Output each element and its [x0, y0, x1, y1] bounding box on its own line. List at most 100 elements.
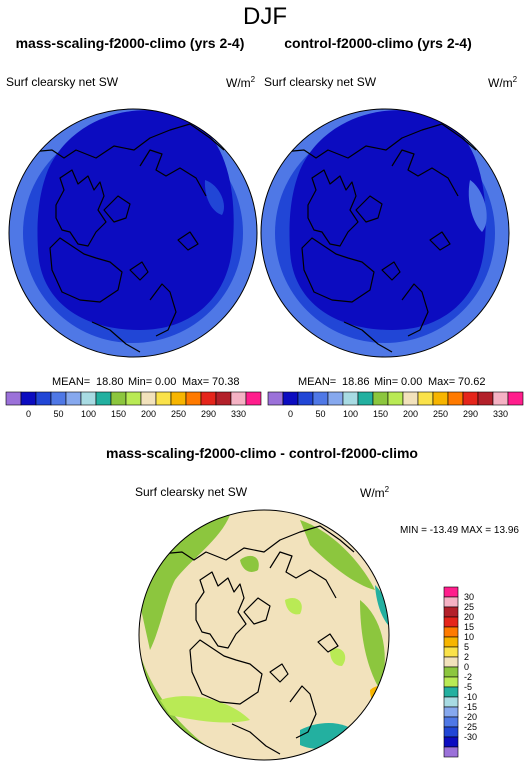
colorbar-swatch: [387, 391, 404, 406]
polar-map: [260, 108, 510, 358]
colorbar-tick-label: -25: [464, 722, 477, 732]
units-superscript: 2: [385, 485, 390, 494]
stats-mean-label: MEAN=: [52, 376, 90, 388]
colorbar-tick-label: -2: [464, 672, 472, 682]
colorbar-swatch: [443, 716, 459, 728]
stats-max-label: Max=: [428, 376, 455, 388]
field-patch: [204, 180, 225, 215]
colorbar-tick-label: -30: [464, 732, 477, 742]
colorbar-tick-label: 2: [464, 652, 469, 662]
minmax-label: MIN = -13.49 MAX = 13.96: [400, 525, 519, 536]
stats-min-value: 0.00: [155, 376, 176, 388]
colorbar-swatch: [443, 586, 459, 598]
colorbar-tick-label: 200: [403, 409, 418, 419]
colorbar-swatch: [443, 706, 459, 718]
panel-title: mass-scaling-f2000-climo (yrs 2-4): [16, 35, 245, 51]
field-patch: [240, 555, 259, 572]
colorbar-tick-label: 250: [171, 409, 186, 419]
colorbar-tick-label: 100: [81, 409, 96, 419]
colorbar-swatch: [215, 391, 232, 406]
colorbar-tick-label: 330: [493, 409, 508, 419]
coastlines: [281, 123, 477, 353]
field-patch: [360, 600, 385, 690]
stats-max-value: 70.38: [212, 376, 240, 388]
field-patch: [285, 597, 302, 615]
colorbar-swatch: [443, 656, 459, 668]
colorbar-swatch: [245, 391, 262, 406]
colorbar-swatch: [267, 391, 284, 406]
stats-mean-value: 18.80: [96, 376, 124, 388]
colorbar-swatch: [170, 391, 187, 406]
colorbar-swatch: [140, 391, 157, 406]
polar-map: [8, 108, 258, 358]
polar-map: [138, 509, 390, 761]
colorbar-swatch: [443, 726, 459, 738]
panel-title: control-f2000-climo (yrs 2-4): [284, 35, 472, 51]
colorbar-swatch: [462, 391, 479, 406]
field-patch: [375, 585, 389, 625]
units-label: W/m2: [226, 75, 256, 90]
colorbar-swatch: [50, 391, 67, 406]
colorbar-tick-label: 150: [373, 409, 388, 419]
units-superscript: 2: [513, 75, 518, 84]
colorbar-swatch: [95, 391, 112, 406]
colorbar-tick-label: 25: [464, 602, 474, 612]
colorbar-tick-label: -20: [464, 712, 477, 722]
variable-label: Surf clearsky net SW: [6, 75, 119, 89]
stats-max-label: Max=: [182, 376, 209, 388]
panel-title: mass-scaling-f2000-climo - control-f2000…: [106, 445, 418, 461]
colorbar-swatch: [443, 646, 459, 658]
colorbar-swatch: [443, 616, 459, 628]
colorbar-swatch: [443, 606, 459, 618]
colorbar-swatch: [5, 391, 22, 406]
colorbar-swatch: [432, 391, 449, 406]
colorbar-tick-label: 0: [288, 409, 293, 419]
colorbar-swatch: [342, 391, 359, 406]
map-outline: [260, 108, 510, 358]
colorbar-tick-label: 0: [26, 409, 31, 419]
colorbar-swatch: [80, 391, 97, 406]
colorbar-swatch: [357, 391, 374, 406]
colorbar-swatch: [65, 391, 82, 406]
colorbar-tick-label: -15: [464, 702, 477, 712]
page-title: DJF: [243, 3, 287, 30]
stats-max-value: 70.62: [458, 376, 486, 388]
colorbar-tick-label: 10: [464, 632, 474, 642]
field-core: [37, 110, 234, 331]
colorbar-swatch: [312, 391, 329, 406]
field-patch: [300, 723, 360, 749]
colorbar-swatch: [200, 391, 217, 406]
colorbar-swatch: [297, 391, 314, 406]
colorbar-swatch: [327, 391, 344, 406]
stats-min-label: Min=: [128, 376, 152, 388]
colorbar-tick-label: 0: [464, 662, 469, 672]
units-superscript: 2: [251, 75, 256, 84]
colorbar: 0 50 100 150 200 250 290 330: [5, 391, 262, 419]
stats-mean-label: MEAN=: [298, 376, 336, 388]
colorbar-tick-label: 290: [463, 409, 478, 419]
field-patch: [139, 515, 230, 650]
colorbar-swatch: [35, 391, 52, 406]
colorbar-swatch: [443, 626, 459, 638]
colorbar-tick-label: 100: [343, 409, 358, 419]
coastlines: [159, 525, 355, 755]
panel-diff: mass-scaling-f2000-climo - control-f2000…: [106, 445, 519, 761]
field-patch: [160, 696, 250, 723]
stats-min-value: 0.00: [401, 376, 422, 388]
colorbar-swatch: [443, 746, 459, 758]
units-label: W/m2: [360, 485, 390, 500]
field-patch: [300, 520, 375, 590]
colorbar-swatch: [443, 696, 459, 708]
colorbar-swatch: [417, 391, 434, 406]
colorbar-tick-label: 290: [201, 409, 216, 419]
colorbar-tick-label: 30: [464, 592, 474, 602]
units-label: W/m2: [488, 75, 518, 90]
colorbar: 0 50 100 150 200 250 290 330: [267, 391, 524, 419]
map-outline: [138, 509, 390, 761]
colorbar-swatch: [443, 666, 459, 678]
colorbar-swatch: [507, 391, 524, 406]
panel-left: mass-scaling-f2000-climo (yrs 2-4) Surf …: [5, 35, 262, 419]
field-patch: [468, 180, 487, 232]
colorbar-swatch: [447, 391, 464, 406]
